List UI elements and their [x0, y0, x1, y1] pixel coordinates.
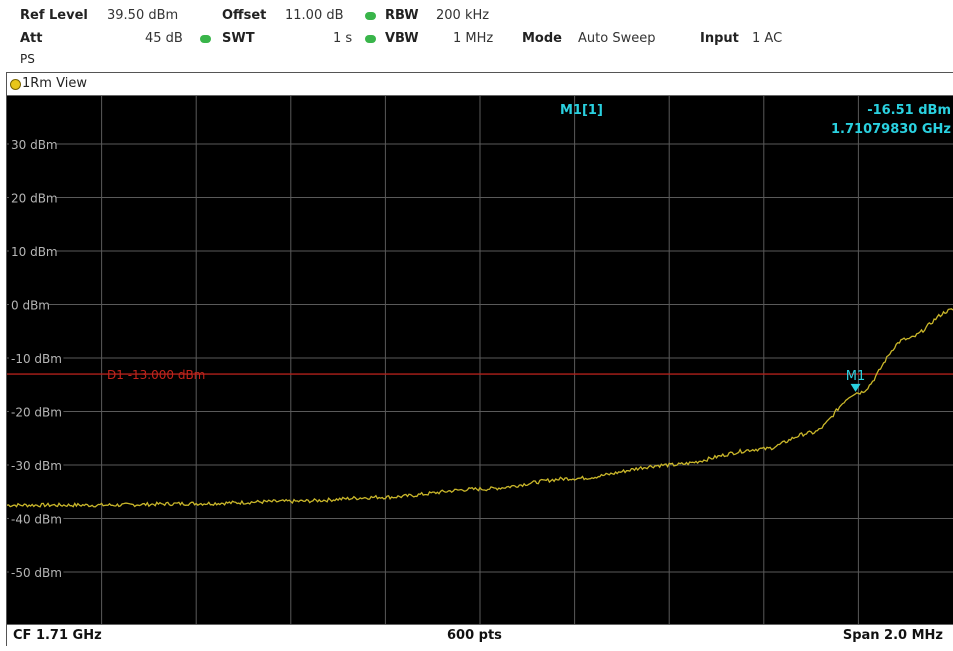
sweep-info-footer: CF 1.71 GHz 600 pts Span 2.0 MHz [7, 624, 953, 646]
y-tick-label: 20 dBm [11, 192, 58, 206]
vbw-coupled-indicator-icon [365, 35, 376, 43]
y-tick-label: -40 dBm [11, 513, 62, 527]
marker-readout-frequency: 1.71079830 GHz [831, 122, 951, 137]
frequency-span[interactable]: Span 2.0 MHz [842, 628, 943, 643]
input-label: Input [700, 31, 739, 46]
mode-label: Mode [522, 31, 562, 46]
y-tick-label: 10 dBm [11, 245, 58, 259]
y-tick-label-background [9, 189, 57, 206]
ref-level-label: Ref Level [20, 8, 88, 23]
y-tick-label: -50 dBm [11, 566, 62, 580]
y-tick-label-background [9, 136, 57, 152]
att-value[interactable]: 45 dB [145, 31, 183, 46]
y-tick-label-background [9, 243, 57, 259]
y-tick-label-background [9, 403, 64, 420]
display-line-label: D1 -13.000 dBm [107, 368, 205, 382]
sweep-points[interactable]: 600 pts [447, 628, 502, 643]
y-tick-label: -10 dBm [11, 352, 62, 366]
y-tick-label: 0 dBm [11, 299, 50, 313]
ref-level-value[interactable]: 39.50 dBm [107, 8, 179, 23]
ps-indicator: PS [20, 52, 35, 66]
marker-readout-label: M1[1] [560, 103, 603, 118]
y-axis-tick-labels: 30 dBm 20 dBm 10 dBm 0 dBm -10 dBm -20 dBm -30… [9, 136, 64, 580]
swt-label: SWT [222, 31, 255, 46]
y-tick-label: -20 dBm [11, 406, 62, 420]
window-status-dot-icon [10, 79, 21, 90]
offset-label: Offset [222, 8, 267, 23]
y-tick-label: 30 dBm [11, 138, 58, 152]
plot-grid [7, 96, 953, 624]
window-title: 1Rm View [22, 76, 87, 91]
att-label: Att [20, 31, 43, 46]
offset-value[interactable]: 11.00 dB [285, 8, 344, 23]
att-coupled-indicator-icon [200, 35, 211, 43]
marker-m1-triangle-icon[interactable] [850, 383, 861, 392]
rbw-coupled-indicator-icon [365, 12, 376, 20]
mode-value[interactable]: Auto Sweep [578, 31, 656, 46]
vbw-value[interactable]: 1 MHz [453, 31, 494, 46]
trace-1 [7, 308, 953, 508]
rbw-label: RBW [385, 8, 419, 23]
center-frequency[interactable]: CF 1.71 GHz [13, 628, 102, 643]
spectrum-view-window: 1Rm View 30 dBm 20 dBm 10 dBm 0 dBm -10 dBm -… [6, 72, 953, 646]
spectrum-plot[interactable]: 30 dBm 20 dBm 10 dBm 0 dBm -10 dBm -20 dBm -30… [7, 96, 953, 624]
y-tick-label-background [9, 350, 64, 366]
y-tick-label-background [9, 564, 64, 580]
marker-m1-tag: M1 [846, 369, 866, 384]
vbw-label: VBW [385, 31, 419, 46]
y-tick-label-background [9, 510, 64, 527]
rbw-value[interactable]: 200 kHz [436, 8, 490, 23]
y-tick-label-background [9, 457, 64, 473]
marker-readout-level: -16.51 dBm [867, 103, 951, 118]
input-value[interactable]: 1 AC [752, 31, 783, 46]
window-title-bar[interactable]: 1Rm View [7, 73, 953, 96]
y-tick-label-background [9, 296, 49, 313]
swt-value[interactable]: 1 s [333, 31, 353, 46]
instrument-settings-header: Ref Level 39.50 dBm Offset 11.00 dB RBW … [0, 0, 953, 70]
y-tick-label: -30 dBm [11, 459, 62, 473]
